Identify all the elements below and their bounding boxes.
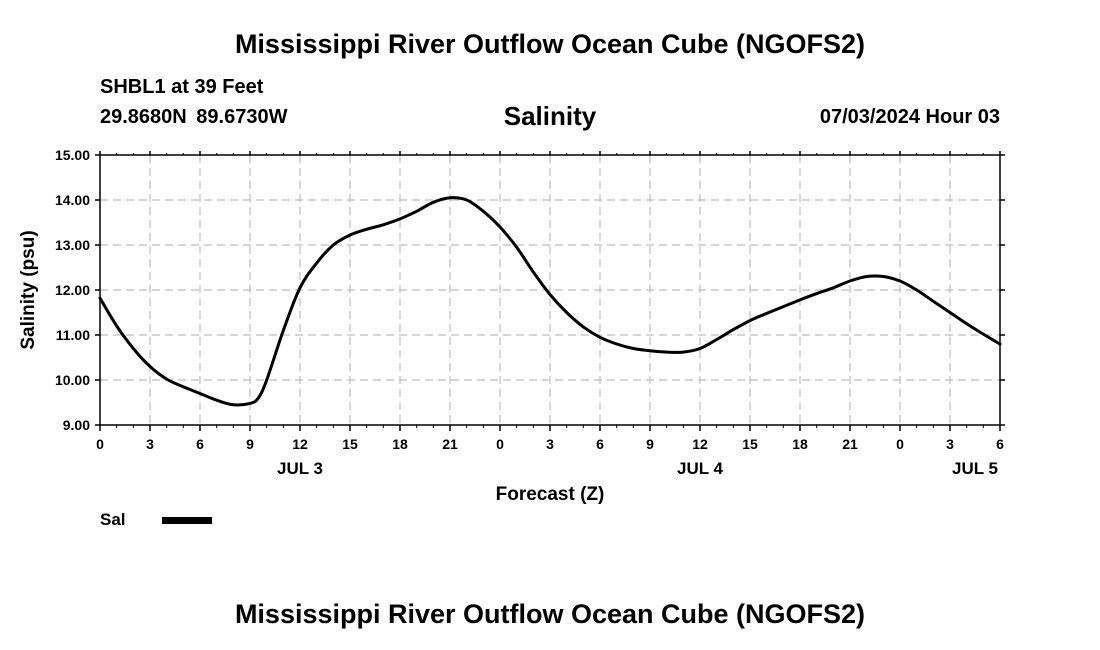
y-axis-label: Salinity (psu) [18,230,39,349]
y-tick-label: 11.00 [56,327,90,343]
footer-title: Mississippi River Outflow Ocean Cube (NG… [234,599,866,629]
day-label: JUL 5 [952,459,998,478]
x-tick-label: 12 [692,436,708,452]
day-label: JUL 4 [677,459,724,478]
x-tick-label: 15 [342,436,358,452]
x-tick-label: 3 [546,436,554,452]
chart-title: Salinity [503,101,597,131]
x-tick-label: 18 [792,436,808,452]
x-tick-label: 3 [146,436,154,452]
y-tick-label: 10.00 [55,372,90,388]
y-tick-label: 9.00 [63,417,90,433]
x-tick-label: 9 [246,436,254,452]
x-tick-labels: 0 3 6 9 12 15 18 21 0 3 6 9 12 15 18 21 0 3 6 [96,436,1004,452]
y-tick-labels: 9.00 10.00 11.00 12.00 13.00 14.00 15.00 [55,147,90,433]
x-tick-label: 9 [646,436,654,452]
x-tick-label: 6 [596,436,604,452]
x-tick-label: 21 [442,436,458,452]
day-label: JUL 3 [277,459,323,478]
main-title: Mississippi River Outflow Ocean Cube (NG… [234,29,866,59]
y-tick-label: 15.00 [55,147,90,163]
legend-label: Sal [100,510,126,529]
forecast-datetime: 07/03/2024 Hour 03 [819,106,1000,128]
day-labels: JUL 3 JUL 4 JUL 5 [277,459,998,478]
x-tick-label: 12 [292,436,308,452]
x-tick-label: 18 [392,436,408,452]
y-tick-label: 14.00 [55,192,90,208]
x-tick-label: 0 [96,436,104,452]
x-tick-label: 6 [196,436,204,452]
x-tick-label: 0 [496,436,504,452]
x-tick-label: 21 [842,436,858,452]
x-tick-label: 15 [742,436,758,452]
x-tick-label: 6 [996,436,1004,452]
x-tick-label: 3 [946,436,954,452]
salinity-chart: 9.00 10.00 11.00 12.00 13.00 14.00 15.00 0 3 6 9 1… [18,147,1005,505]
x-axis-label: Forecast (Z) [496,484,605,505]
y-tick-label: 12.00 [55,282,90,298]
axis-ticks [95,151,1005,431]
station-label: SHBL1 at 39 Feet [100,76,264,98]
coordinates-label: 29.8680N 89.6730W [100,106,288,128]
grid [100,155,1000,425]
y-tick-label: 13.00 [55,237,90,253]
series-line-sal [98,196,1002,407]
x-tick-label: 0 [896,436,904,452]
legend-line-swatch [162,517,212,524]
